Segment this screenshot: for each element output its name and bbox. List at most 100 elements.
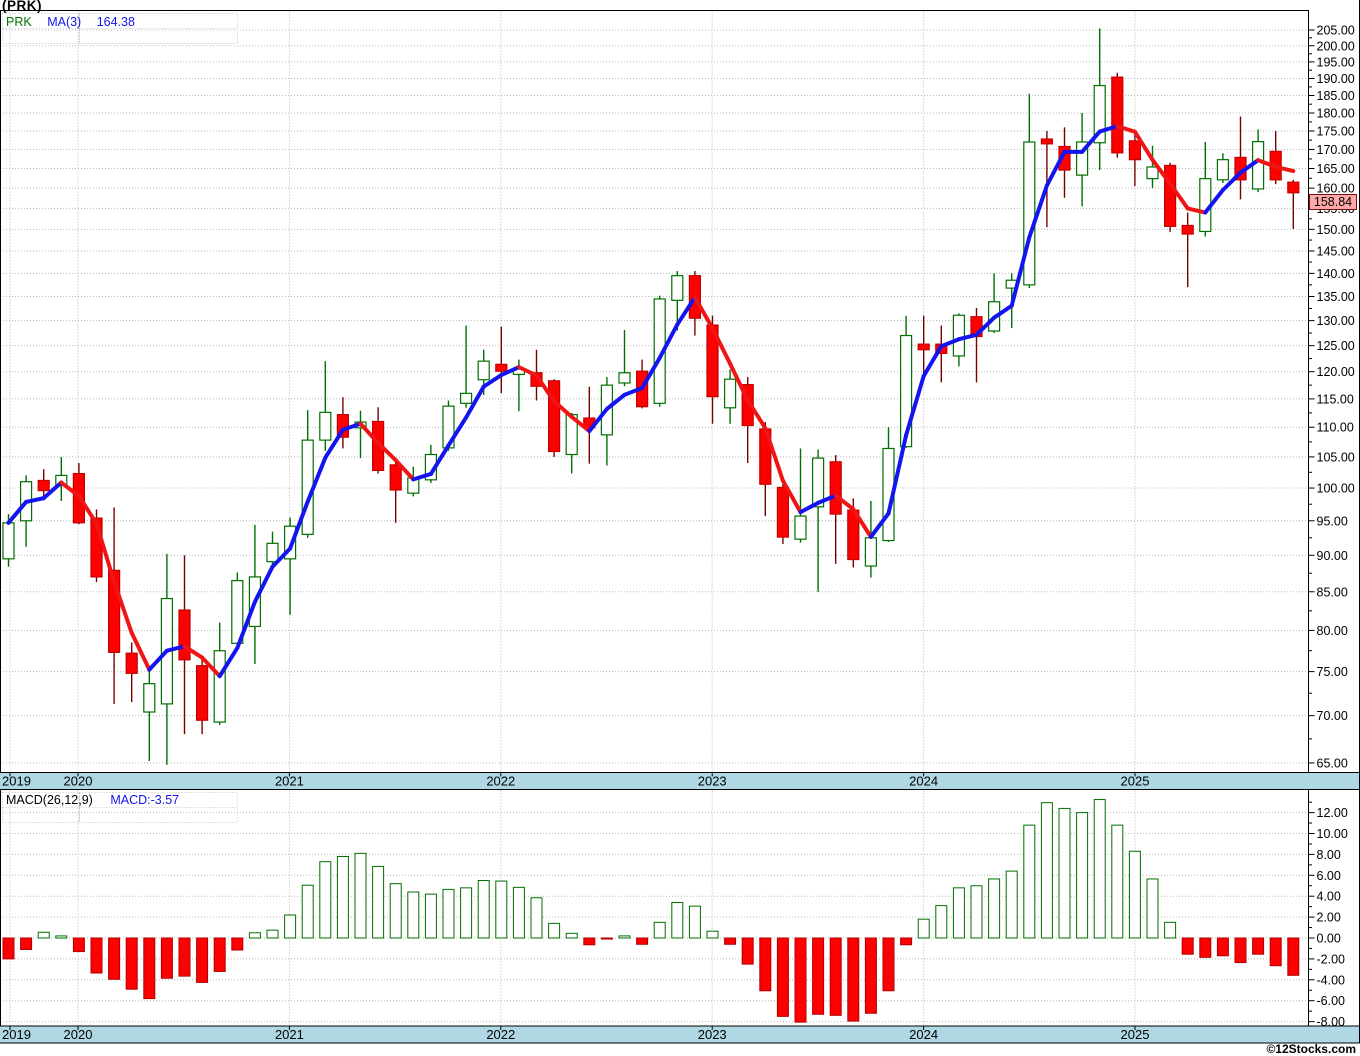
macd-bar [372, 865, 385, 939]
ma-segment [992, 303, 1014, 320]
legend-ma-label: MA(3) [47, 15, 82, 29]
macd-bar [724, 937, 737, 945]
macd-bar [618, 935, 631, 939]
ma-segment [446, 415, 469, 448]
macd-bar [213, 937, 226, 972]
ma-segment [851, 507, 873, 539]
macd-params-label: MACD(26,12,9) [6, 793, 93, 807]
legend-grid-cell [79, 807, 238, 823]
macd-bar [125, 937, 138, 990]
macd-bar [55, 935, 68, 939]
macd-bar [442, 888, 455, 939]
candle-body [1181, 224, 1194, 235]
price-tick-label: 130.00 [1317, 314, 1355, 328]
footer-credit: ©12Stocks.com [1266, 1042, 1356, 1056]
macd-bar [1023, 824, 1036, 939]
macd-bar [935, 905, 948, 939]
ma-segment [816, 493, 838, 505]
macd-bar [1128, 850, 1141, 939]
macd-bar [600, 937, 613, 940]
macd-bar [319, 861, 332, 939]
macd-bar [477, 880, 490, 939]
ma-segment [604, 392, 627, 411]
macd-bar [1146, 878, 1159, 939]
macd-bar [72, 937, 85, 953]
candle-body [319, 411, 332, 441]
macd-bar [407, 891, 420, 939]
candle-body [1093, 84, 1106, 144]
ma-segment [411, 471, 433, 482]
ma-segment [1150, 157, 1173, 186]
ma-segment [1044, 149, 1067, 188]
macd-legend: MACD(26,12,9) MACD:-3.57 [6, 793, 179, 807]
price-tick-label: 195.00 [1317, 55, 1355, 69]
macd-bar [759, 937, 772, 992]
macd-bar [178, 937, 191, 977]
year-label: 2021 [275, 1027, 304, 1042]
ma-segment [393, 458, 416, 482]
macd-bar [671, 901, 684, 939]
candle-body [1287, 181, 1300, 194]
price-tick-label: 85.00 [1317, 585, 1348, 599]
ma-segment [464, 384, 486, 420]
ma-segment [1132, 129, 1155, 162]
candle-body [389, 464, 402, 491]
ma-segment [499, 365, 521, 378]
macd-value-label: MACD:-3.57 [110, 793, 180, 807]
macd-bar [988, 878, 1001, 939]
macd-bar [248, 932, 261, 939]
legend-ma-value: 164.38 [96, 15, 135, 29]
macd-bar [1058, 807, 1071, 939]
macd-bar [20, 937, 33, 950]
macd-bar [266, 929, 279, 939]
ma-segment [76, 493, 99, 526]
macd-bar [636, 937, 649, 945]
macd-bar [231, 937, 244, 951]
ma-segment [1168, 181, 1190, 211]
year-label: 2019 [2, 774, 31, 789]
macd-tick-label: 10.00 [1317, 827, 1348, 841]
macd-bar [1076, 812, 1089, 939]
ma-segment [763, 426, 785, 483]
ma-segment [692, 295, 715, 331]
year-label: 2025 [1121, 774, 1150, 789]
ma-segment [675, 295, 697, 327]
candle-body [37, 479, 50, 492]
ma-segment [1203, 188, 1225, 215]
candle-body [495, 363, 508, 372]
legend-grid-cell [2, 792, 80, 808]
ma-segment [1256, 158, 1278, 169]
candle-body [1023, 141, 1036, 286]
ma-segment [270, 546, 293, 569]
xaxis-band [0, 1026, 1360, 1043]
ma-segment [1027, 183, 1049, 240]
main-chart-legend: PRK MA(3) 164.38 [6, 15, 135, 29]
ma-segment [59, 480, 81, 498]
macd-tick-label: 0.00 [1317, 932, 1341, 946]
macd-bar [1216, 937, 1229, 957]
macd-bar [1111, 824, 1124, 939]
macd-bar [1252, 937, 1265, 955]
macd-bar [2, 937, 15, 960]
ma-segment [1115, 124, 1137, 134]
macd-bar [1040, 802, 1053, 939]
macd-tick-label: 8.00 [1317, 848, 1341, 862]
macd-bar [284, 914, 297, 939]
ma-segment [305, 455, 328, 504]
legend-grid-cell [2, 807, 80, 823]
macd-bar [460, 887, 473, 939]
price-tick-label: 100.00 [1317, 482, 1355, 496]
year-label: 2022 [486, 774, 515, 789]
macd-bar [389, 883, 402, 939]
main-panel-border [0, 10, 1309, 773]
candle-body [1111, 76, 1124, 154]
legend-grid-cell [2, 13, 80, 29]
candle-body [671, 275, 684, 301]
macd-tick-label: -8.00 [1317, 1015, 1346, 1029]
ma-segment [904, 373, 926, 438]
year-label: 2023 [698, 1027, 727, 1042]
macd-tick-label: -4.00 [1317, 973, 1346, 987]
price-tick-label: 140.00 [1317, 267, 1355, 281]
